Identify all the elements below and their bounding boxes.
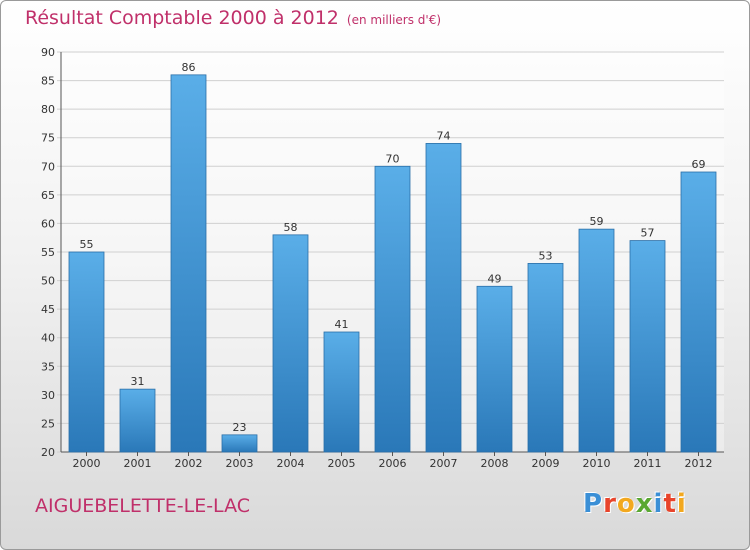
bar-2004	[272, 234, 309, 453]
data-label: 49	[488, 272, 502, 285]
chart-title: Résultat Comptable 2000 à 2012 (en millie…	[25, 7, 441, 29]
bar-2008	[476, 285, 513, 453]
y-tick-label: 20	[41, 446, 55, 459]
data-label: 23	[233, 421, 247, 434]
bar-2003	[221, 434, 258, 453]
y-tick-label: 65	[41, 189, 55, 202]
logo-letter: x	[635, 489, 654, 519]
data-label: 58	[284, 221, 298, 234]
x-tick-label: 2011	[634, 457, 662, 470]
logo-letter: i	[676, 489, 687, 519]
bar-2000	[68, 251, 105, 453]
logo-letter: o	[616, 489, 636, 519]
y-tick-label: 50	[41, 275, 55, 288]
bar-2011	[629, 240, 666, 453]
data-label: 31	[131, 375, 145, 388]
data-label: 86	[182, 61, 196, 74]
bar-2001	[119, 388, 156, 453]
logo-letter: t	[663, 489, 677, 519]
data-label: 41	[335, 318, 349, 331]
chart-subtitle: (en milliers d'€)	[346, 13, 442, 27]
x-tick-label: 2002	[175, 457, 203, 470]
y-tick-label: 55	[41, 246, 55, 259]
x-tick-label: 2012	[685, 457, 713, 470]
logo-letter: P	[583, 489, 604, 519]
data-label: 57	[641, 227, 655, 240]
y-tick-label: 30	[41, 389, 55, 402]
logo-letter: r	[603, 489, 617, 519]
bar-2009	[527, 263, 564, 453]
x-tick-label: 2005	[328, 457, 356, 470]
x-tick-label: 2004	[277, 457, 305, 470]
bar-2010	[578, 228, 615, 453]
bar-2007	[425, 143, 462, 453]
x-tick-label: 2003	[226, 457, 254, 470]
y-tick-label: 70	[41, 160, 55, 173]
x-tick-label: 2007	[430, 457, 458, 470]
y-tick-label: 45	[41, 303, 55, 316]
data-label: 69	[692, 158, 706, 171]
commune-name: AIGUEBELETTE-LE-LAC	[35, 495, 251, 517]
bar-2002	[170, 74, 207, 453]
data-label: 55	[80, 238, 94, 251]
x-tick-label: 2009	[532, 457, 560, 470]
y-tick-label: 60	[41, 217, 55, 230]
y-tick-label: 40	[41, 332, 55, 345]
chart-title-text: Résultat Comptable 2000 à 2012	[25, 7, 339, 29]
x-tick-label: 2008	[481, 457, 509, 470]
y-tick-label: 80	[41, 103, 55, 116]
x-tick-label: 2010	[583, 457, 611, 470]
y-tick-label: 85	[41, 75, 55, 88]
bar-2005	[323, 331, 360, 453]
logo-letter: i	[653, 489, 664, 519]
data-label: 74	[437, 129, 451, 142]
data-label: 53	[539, 249, 553, 262]
x-tick-label: 2000	[73, 457, 101, 470]
x-tick-label: 2006	[379, 457, 407, 470]
x-tick-label: 2001	[124, 457, 152, 470]
bar-2006	[374, 165, 411, 453]
y-tick-label: 75	[41, 132, 55, 145]
y-tick-label: 25	[41, 417, 55, 430]
data-label: 59	[590, 215, 604, 228]
y-tick-label: 90	[41, 46, 55, 59]
bar-2012	[680, 171, 717, 453]
y-tick-label: 35	[41, 360, 55, 373]
data-label: 70	[386, 152, 400, 165]
proxiti-logo: Proxiti	[583, 489, 687, 519]
